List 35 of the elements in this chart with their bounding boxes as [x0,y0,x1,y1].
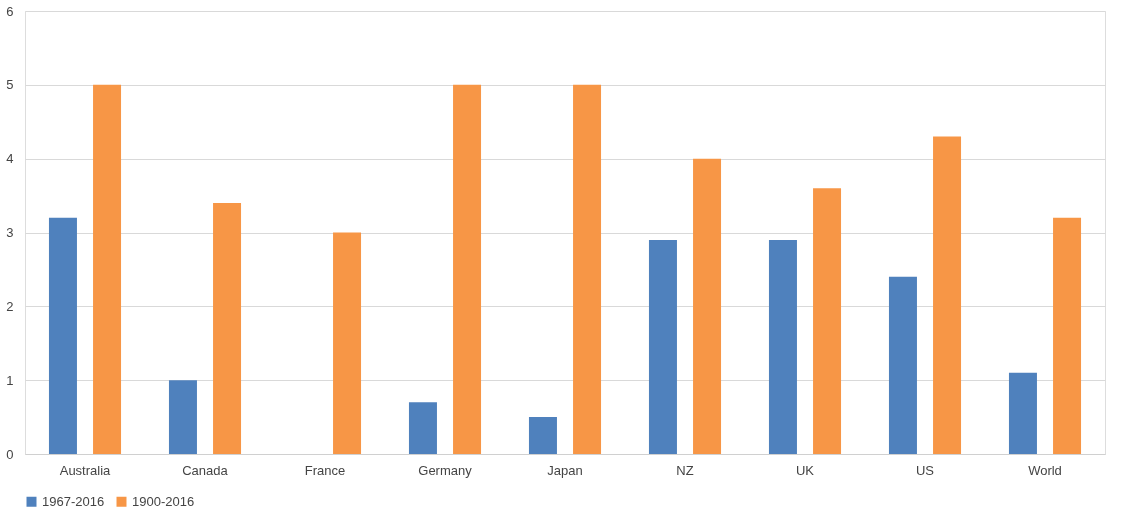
bar [888,276,917,454]
bar [333,232,362,454]
bar [693,158,722,454]
y-tick-label: 4 [6,151,14,167]
bar [168,380,197,454]
y-tick-label: 6 [6,3,14,19]
x-tick-label: US [915,462,935,478]
legend-label: 1967-2016 [42,493,105,509]
y-tick-label: 3 [6,225,14,240]
bar [813,188,842,454]
bar [933,136,962,454]
y-tick-label: 0 [6,446,14,462]
y-tick-label: 1 [6,372,14,388]
bar [573,84,602,454]
x-tick-label: Australia [59,462,112,478]
x-tick-label: France [304,462,346,478]
bar [648,239,677,454]
x-tick-label: UK [795,462,815,478]
x-tick-label: NZ [676,462,694,478]
x-tick-label: Germany [418,462,473,478]
y-tick-label: 2 [6,298,14,314]
bar [768,239,797,454]
bar [1053,217,1082,454]
x-tick-label: World [1028,462,1062,478]
bar [453,84,482,454]
bar [48,217,77,454]
bar [213,202,242,454]
bar [93,84,122,454]
x-tick-label: Canada [182,462,229,478]
bar [528,417,557,454]
x-tick-label: Japan [547,462,583,478]
legend-label: 1900-2016 [132,493,195,509]
y-tick-label: 5 [6,77,14,93]
bar [1008,372,1037,454]
bar [408,402,437,454]
